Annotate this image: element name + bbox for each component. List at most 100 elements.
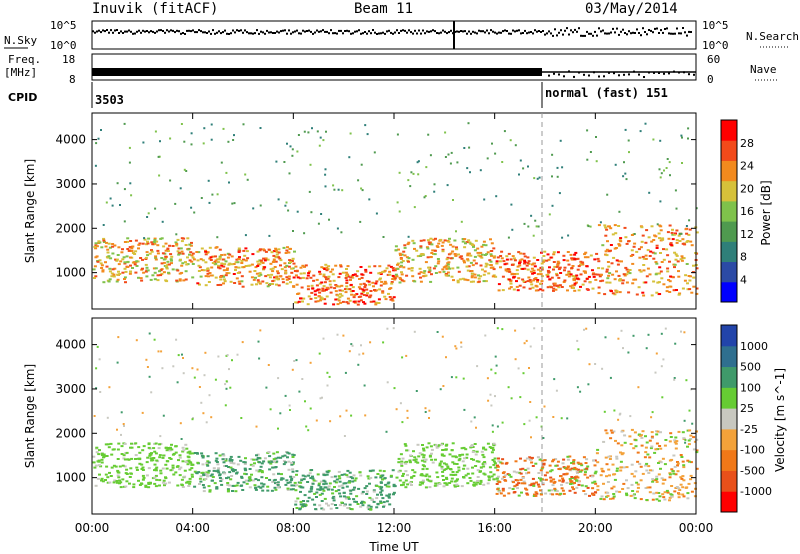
noise-point — [610, 31, 612, 34]
echo-cell — [167, 271, 170, 274]
echo-cell — [421, 253, 425, 256]
echo-cell — [98, 259, 102, 262]
echo-cell — [427, 479, 431, 482]
echo-cell — [594, 482, 598, 485]
noise-point — [338, 29, 340, 32]
noise-point — [472, 30, 474, 33]
echo-cell — [437, 444, 441, 447]
echo-cell — [324, 288, 328, 291]
noise-point — [162, 30, 164, 32]
echo-cell — [579, 263, 582, 266]
nave-point — [648, 71, 650, 74]
echo-cell — [559, 139, 562, 142]
echo-cell — [608, 474, 611, 477]
echo-cell — [528, 419, 531, 422]
nave-point — [588, 74, 590, 77]
echo-cell — [656, 430, 660, 433]
echo-cell — [228, 471, 232, 474]
echo-cell — [174, 445, 178, 448]
echo-cell — [178, 278, 182, 281]
echo-cell — [193, 376, 196, 379]
echo-cell — [256, 453, 260, 456]
echo-cell — [137, 479, 140, 482]
echo-cell — [364, 268, 368, 271]
echo-cell — [632, 475, 636, 478]
echo-cell — [121, 258, 125, 261]
echo-cell — [462, 259, 466, 262]
noise-point — [112, 31, 114, 34]
echo-cell — [295, 283, 299, 286]
echo-cell — [642, 294, 646, 297]
echo-cell — [296, 150, 299, 153]
colorbar-swatch — [721, 180, 737, 202]
echo-cell — [437, 242, 441, 245]
echo-cell — [244, 234, 247, 237]
echo-cell — [353, 294, 357, 297]
echo-cell — [364, 414, 367, 417]
velocity-cells — [92, 327, 699, 511]
echo-cell — [468, 241, 472, 244]
echo-cell — [656, 448, 659, 451]
echo-cell — [364, 284, 368, 287]
echo-cell — [486, 442, 490, 445]
echo-cell — [327, 488, 330, 491]
noise-point — [302, 29, 304, 32]
echo-cell — [115, 258, 119, 261]
echo-cell — [122, 457, 126, 460]
echo-cell — [680, 456, 684, 458]
echo-cell — [424, 458, 428, 461]
echo-cell — [353, 486, 356, 489]
freq-strip: Freq. [MHz] 18 8 60 0 Nave — [4, 53, 778, 86]
noise-point — [144, 30, 146, 33]
echo-cell — [448, 237, 451, 240]
echo-cell — [236, 353, 239, 356]
echo-cell — [207, 469, 211, 472]
echo-cell — [371, 281, 375, 284]
echo-cell — [157, 350, 160, 353]
echo-cell — [286, 481, 290, 484]
echo-cell — [307, 272, 311, 275]
echo-cell — [271, 466, 275, 469]
noise-point — [340, 29, 342, 32]
echo-cell — [278, 257, 282, 260]
echo-cell — [308, 190, 311, 193]
echo-cell — [615, 490, 619, 493]
noise-point — [260, 30, 262, 33]
echo-cell — [451, 442, 455, 445]
y-tick-label: 2000 — [55, 426, 86, 440]
echo-cell — [545, 471, 549, 474]
echo-cell — [634, 439, 638, 442]
echo-cell — [455, 463, 459, 465]
echo-cell — [238, 256, 241, 259]
echo-cell — [94, 242, 98, 245]
echo-cell — [344, 271, 348, 274]
echo-cell — [344, 371, 347, 374]
echo-cell — [495, 477, 499, 480]
echo-cell — [519, 159, 522, 162]
noise-point — [526, 32, 528, 35]
echo-cell — [182, 357, 184, 359]
echo-cell — [558, 284, 562, 287]
y-tick-label: 3000 — [55, 177, 86, 191]
echo-cell — [155, 478, 159, 481]
echo-cell — [569, 285, 573, 288]
echo-cell — [601, 244, 605, 247]
echo-cell — [597, 267, 601, 270]
echo-cell — [399, 453, 403, 456]
echo-cell — [202, 412, 205, 415]
noise-point — [540, 31, 542, 33]
echo-cell — [100, 477, 104, 480]
echo-cell — [276, 456, 280, 459]
echo-cell — [483, 461, 487, 463]
echo-cell — [535, 225, 538, 228]
echo-cell — [141, 474, 145, 477]
echo-cell — [169, 258, 173, 261]
colorbar-tick-label: 500 — [740, 361, 761, 374]
echo-cell — [267, 248, 271, 251]
echo-cell — [351, 274, 355, 276]
noise-point — [170, 29, 172, 32]
echo-cell — [566, 455, 570, 458]
echo-cell — [655, 291, 659, 294]
noise-point — [110, 29, 112, 32]
